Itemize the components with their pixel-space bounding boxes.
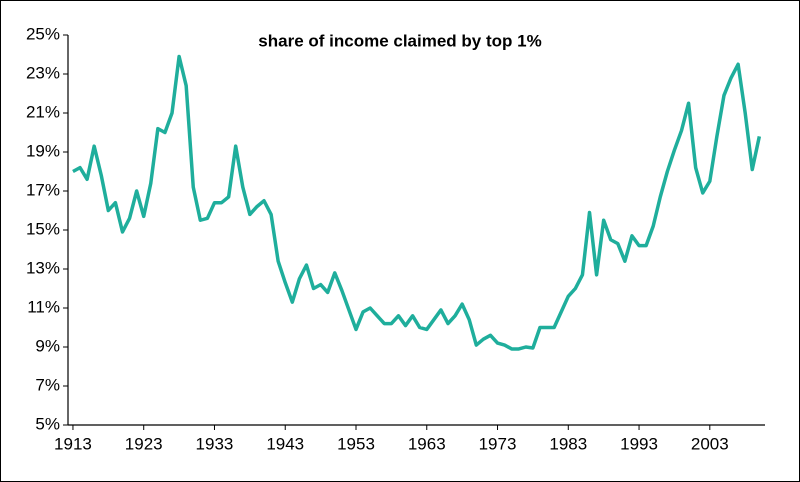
y-tick-label: 21% xyxy=(26,102,60,121)
y-tick-label: 13% xyxy=(26,258,60,277)
x-tick-label: 1993 xyxy=(620,434,658,453)
x-tick-label: 1973 xyxy=(479,434,517,453)
x-tick-label: 2003 xyxy=(691,434,729,453)
x-tick-label: 1983 xyxy=(549,434,587,453)
y-tick-label: 9% xyxy=(35,336,60,355)
y-tick-label: 7% xyxy=(35,375,60,394)
x-tick-label: 1933 xyxy=(196,434,234,453)
y-tick-label: 19% xyxy=(26,141,60,160)
x-tick-label: 1963 xyxy=(408,434,446,453)
x-tick-label: 1913 xyxy=(54,434,92,453)
x-tick-label: 1923 xyxy=(125,434,163,453)
y-tick-label: 11% xyxy=(27,297,60,316)
data-line xyxy=(72,54,762,351)
y-tick-label: 15% xyxy=(26,219,60,238)
y-tick-label: 25% xyxy=(26,24,60,43)
x-tick-label: 1953 xyxy=(337,434,375,453)
x-tick-label: 1943 xyxy=(266,434,304,453)
y-tick-label: 17% xyxy=(26,180,60,199)
y-tick-label: 5% xyxy=(35,414,60,433)
chart-title: share of income claimed by top 1% xyxy=(258,31,541,50)
y-tick-label: 23% xyxy=(26,63,60,82)
